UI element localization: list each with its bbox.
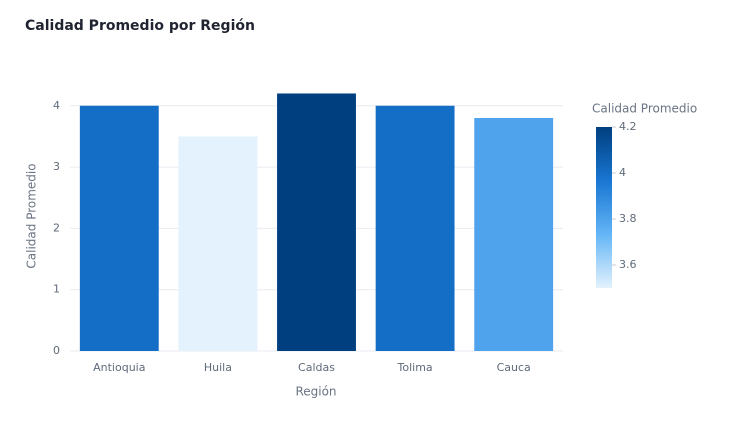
colorbar-title: Calidad Promedio bbox=[592, 102, 697, 116]
colorbar-tick-label: 3.6 bbox=[619, 258, 637, 271]
x-tick-label: Cauca bbox=[497, 361, 531, 374]
y-axis-title: Calidad Promedio bbox=[25, 163, 39, 268]
y-tick-label: 4 bbox=[53, 99, 60, 112]
bar bbox=[277, 93, 356, 352]
bar bbox=[79, 105, 159, 351]
bar bbox=[178, 136, 258, 351]
colorbar-tick-label: 4 bbox=[619, 166, 626, 179]
bar bbox=[474, 118, 554, 351]
y-tick-label: 2 bbox=[53, 221, 60, 234]
x-tick-label: Tolima bbox=[397, 361, 433, 374]
x-axis-title: Región bbox=[295, 385, 336, 399]
x-tick-label: Huila bbox=[204, 361, 232, 374]
y-tick-label: 3 bbox=[53, 160, 60, 173]
colorbar bbox=[596, 127, 612, 288]
y-tick-label: 1 bbox=[53, 283, 60, 296]
y-tick-label: 0 bbox=[53, 344, 60, 357]
bar bbox=[375, 105, 455, 351]
x-tick-label: Antioquia bbox=[93, 361, 145, 374]
colorbar-tick-label: 4.2 bbox=[619, 120, 637, 133]
x-tick-label: Caldas bbox=[298, 361, 335, 374]
chart-title: Calidad Promedio por Región bbox=[25, 18, 255, 34]
colorbar-tick-label: 3.8 bbox=[619, 212, 637, 225]
